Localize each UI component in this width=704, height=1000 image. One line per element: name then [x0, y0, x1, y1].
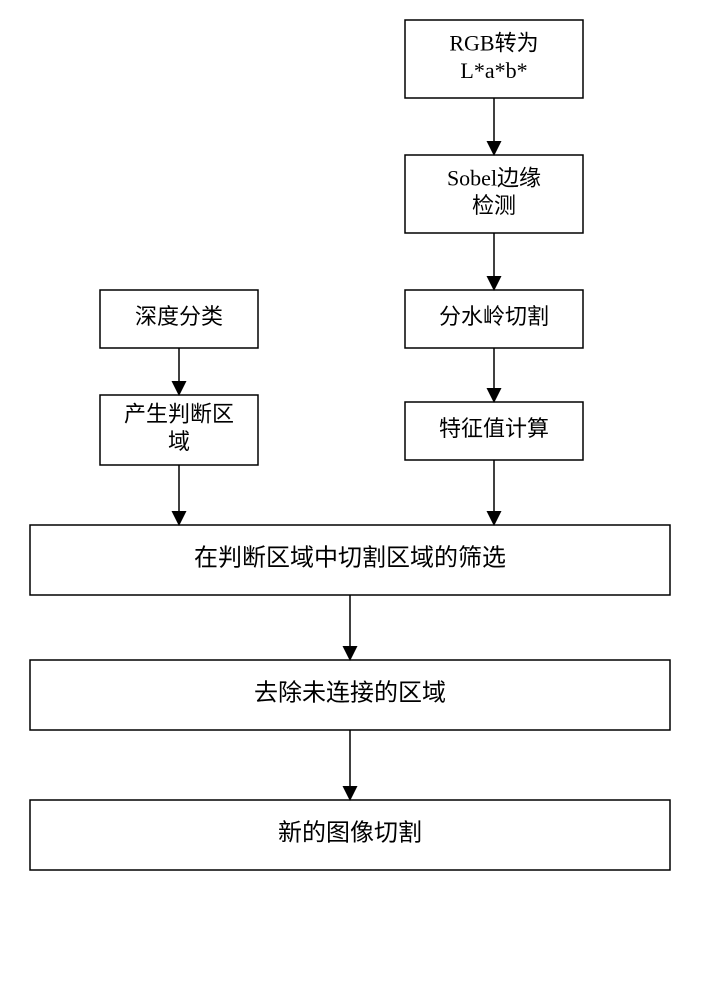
node-label: 深度分类	[135, 304, 223, 329]
flow-node-n2: Sobel边缘检测	[405, 155, 583, 233]
flow-node-n4: 特征值计算	[405, 402, 583, 460]
node-label: RGB转为	[449, 30, 538, 55]
node-label: L*a*b*	[460, 58, 527, 83]
node-label: 在判断区域中切割区域的筛选	[194, 545, 506, 572]
flow-node-n7: 在判断区域中切割区域的筛选	[30, 525, 670, 595]
node-label: 域	[168, 429, 190, 454]
node-label: 分水岭切割	[439, 304, 549, 329]
node-label: Sobel边缘	[447, 165, 541, 190]
node-label: 产生判断区	[124, 401, 234, 426]
flow-node-n9: 新的图像切割	[30, 800, 670, 870]
node-label: 检测	[472, 193, 516, 218]
flow-node-n1: RGB转为 L*a*b*	[405, 20, 583, 98]
node-label: 新的图像切割	[278, 820, 422, 847]
node-label: 去除未连接的区域	[254, 680, 446, 707]
node-label: 特征值计算	[439, 416, 549, 441]
flow-node-n5: 深度分类	[100, 290, 258, 348]
flow-node-n3: 分水岭切割	[405, 290, 583, 348]
flow-node-n8: 去除未连接的区域	[30, 660, 670, 730]
flow-node-n6: 产生判断区域	[100, 395, 258, 465]
